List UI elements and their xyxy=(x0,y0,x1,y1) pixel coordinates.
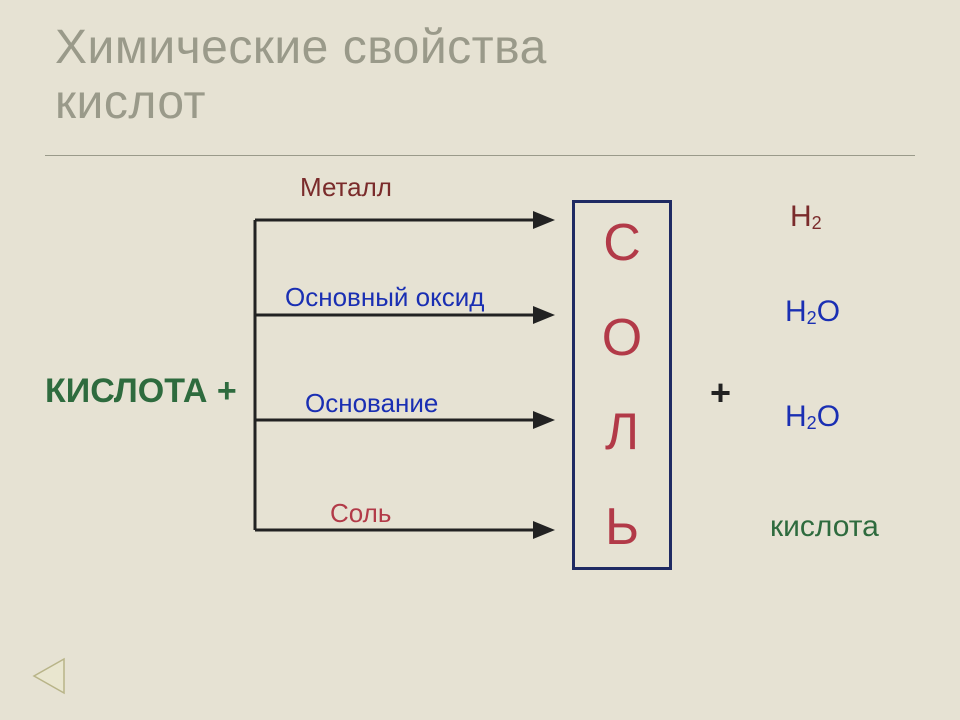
salt-letter: Л xyxy=(605,406,639,458)
salt-letter: С xyxy=(603,217,641,269)
reagent-salt: Соль xyxy=(330,498,391,529)
triangle-left-icon xyxy=(28,655,70,697)
prev-slide-button[interactable] xyxy=(28,655,70,702)
product-h2o-2: Н2О xyxy=(785,400,840,434)
product-h2: Н2 xyxy=(790,200,822,234)
product-acid: кислота xyxy=(770,510,879,544)
reagent-basic-oxide: Основный оксид xyxy=(285,282,484,313)
reaction-arrows xyxy=(0,0,960,720)
reagent-metal: Металл xyxy=(300,172,392,203)
reagent-base: Основание xyxy=(305,388,438,419)
plus-sign: + xyxy=(710,372,731,414)
salt-letter: Ь xyxy=(605,501,639,553)
salt-letter: О xyxy=(602,312,642,364)
product-h2o-1: Н2О xyxy=(785,295,840,329)
salt-box: С О Л Ь xyxy=(572,200,672,570)
